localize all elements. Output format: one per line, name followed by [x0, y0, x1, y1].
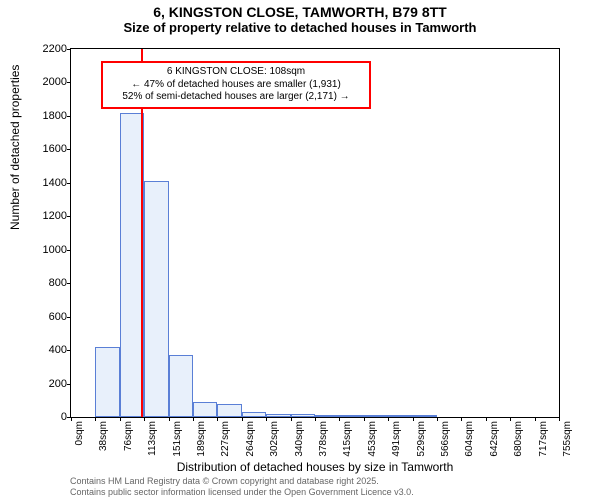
y-axis-label: Number of detached properties — [8, 65, 22, 230]
x-tick-label: 415sqm — [342, 421, 353, 457]
y-tick-label: 400 — [49, 344, 67, 356]
y-tick-label: 1200 — [43, 210, 67, 222]
x-tick-label: 0sqm — [74, 421, 85, 445]
histogram-bar — [242, 412, 266, 417]
footer-line: Contains public sector information licen… — [70, 487, 414, 498]
x-tick-label: 717sqm — [538, 421, 549, 457]
x-tick-label: 302sqm — [269, 421, 280, 457]
histogram-bar — [388, 415, 412, 417]
y-tick-mark — [67, 283, 71, 284]
annotation-line: 52% of semi-detached houses are larger (… — [109, 91, 363, 104]
annotation-box: 6 KINGSTON CLOSE: 108sqm ← 47% of detach… — [101, 61, 371, 109]
histogram-bar — [339, 415, 363, 417]
x-tick-label: 755sqm — [562, 421, 573, 457]
y-tick-label: 2000 — [43, 76, 67, 88]
x-tick-label: 566sqm — [440, 421, 451, 457]
x-tick-label: 227sqm — [220, 421, 231, 457]
x-tick-mark — [315, 417, 316, 421]
footer-attribution: Contains HM Land Registry data © Crown c… — [70, 476, 414, 498]
x-tick-mark — [510, 417, 511, 421]
x-tick-label: 642sqm — [489, 421, 500, 457]
x-tick-label: 453sqm — [367, 421, 378, 457]
histogram-chart: 0200400600800100012001400160018002000220… — [70, 48, 560, 418]
x-tick-mark — [535, 417, 536, 421]
x-tick-label: 340sqm — [294, 421, 305, 457]
x-tick-mark — [217, 417, 218, 421]
footer-line: Contains HM Land Registry data © Crown c… — [70, 476, 414, 487]
y-tick-mark — [67, 183, 71, 184]
annotation-line: 6 KINGSTON CLOSE: 108sqm — [109, 66, 363, 79]
x-tick-mark — [266, 417, 267, 421]
histogram-bar — [266, 414, 290, 417]
y-tick-label: 1400 — [43, 177, 67, 189]
y-tick-label: 1800 — [43, 110, 67, 122]
x-tick-mark — [559, 417, 560, 421]
x-tick-mark — [461, 417, 462, 421]
x-tick-label: 264sqm — [245, 421, 256, 457]
x-tick-mark — [193, 417, 194, 421]
x-tick-mark — [95, 417, 96, 421]
histogram-bar — [144, 181, 168, 417]
y-tick-mark — [67, 49, 71, 50]
y-tick-label: 1000 — [43, 244, 67, 256]
histogram-bar — [193, 402, 217, 417]
x-tick-label: 76sqm — [123, 421, 134, 451]
x-tick-label: 491sqm — [391, 421, 402, 457]
histogram-bar — [95, 347, 119, 417]
y-tick-label: 600 — [49, 311, 67, 323]
x-tick-mark — [388, 417, 389, 421]
histogram-bar — [364, 415, 388, 417]
y-tick-label: 2200 — [43, 43, 67, 55]
histogram-bar — [413, 415, 437, 417]
x-tick-mark — [71, 417, 72, 421]
histogram-bar — [217, 404, 241, 417]
x-tick-mark — [364, 417, 365, 421]
x-axis-label: Distribution of detached houses by size … — [70, 460, 560, 474]
y-tick-mark — [67, 82, 71, 83]
x-tick-label: 529sqm — [416, 421, 427, 457]
x-tick-mark — [169, 417, 170, 421]
chart-title: 6, KINGSTON CLOSE, TAMWORTH, B79 8TT — [0, 4, 600, 20]
y-tick-label: 800 — [49, 277, 67, 289]
histogram-bar — [291, 414, 315, 417]
x-tick-label: 378sqm — [318, 421, 329, 457]
chart-subtitle: Size of property relative to detached ho… — [0, 20, 600, 35]
y-tick-label: 1600 — [43, 143, 67, 155]
x-tick-mark — [437, 417, 438, 421]
x-tick-mark — [339, 417, 340, 421]
histogram-bar — [169, 355, 193, 417]
y-tick-mark — [67, 149, 71, 150]
y-tick-mark — [67, 350, 71, 351]
y-tick-mark — [67, 384, 71, 385]
y-tick-mark — [67, 116, 71, 117]
x-tick-mark — [242, 417, 243, 421]
x-tick-label: 680sqm — [513, 421, 524, 457]
x-tick-label: 38sqm — [98, 421, 109, 451]
x-tick-mark — [486, 417, 487, 421]
annotation-line: ← 47% of detached houses are smaller (1,… — [109, 79, 363, 92]
x-tick-mark — [413, 417, 414, 421]
x-tick-label: 113sqm — [147, 421, 158, 456]
y-tick-mark — [67, 250, 71, 251]
x-tick-mark — [144, 417, 145, 421]
y-tick-mark — [67, 317, 71, 318]
x-tick-label: 604sqm — [464, 421, 475, 457]
y-tick-mark — [67, 216, 71, 217]
y-tick-label: 200 — [49, 378, 67, 390]
x-tick-mark — [291, 417, 292, 421]
x-tick-label: 189sqm — [196, 421, 207, 457]
x-tick-label: 151sqm — [172, 421, 183, 457]
x-tick-mark — [120, 417, 121, 421]
histogram-bar — [315, 415, 339, 417]
